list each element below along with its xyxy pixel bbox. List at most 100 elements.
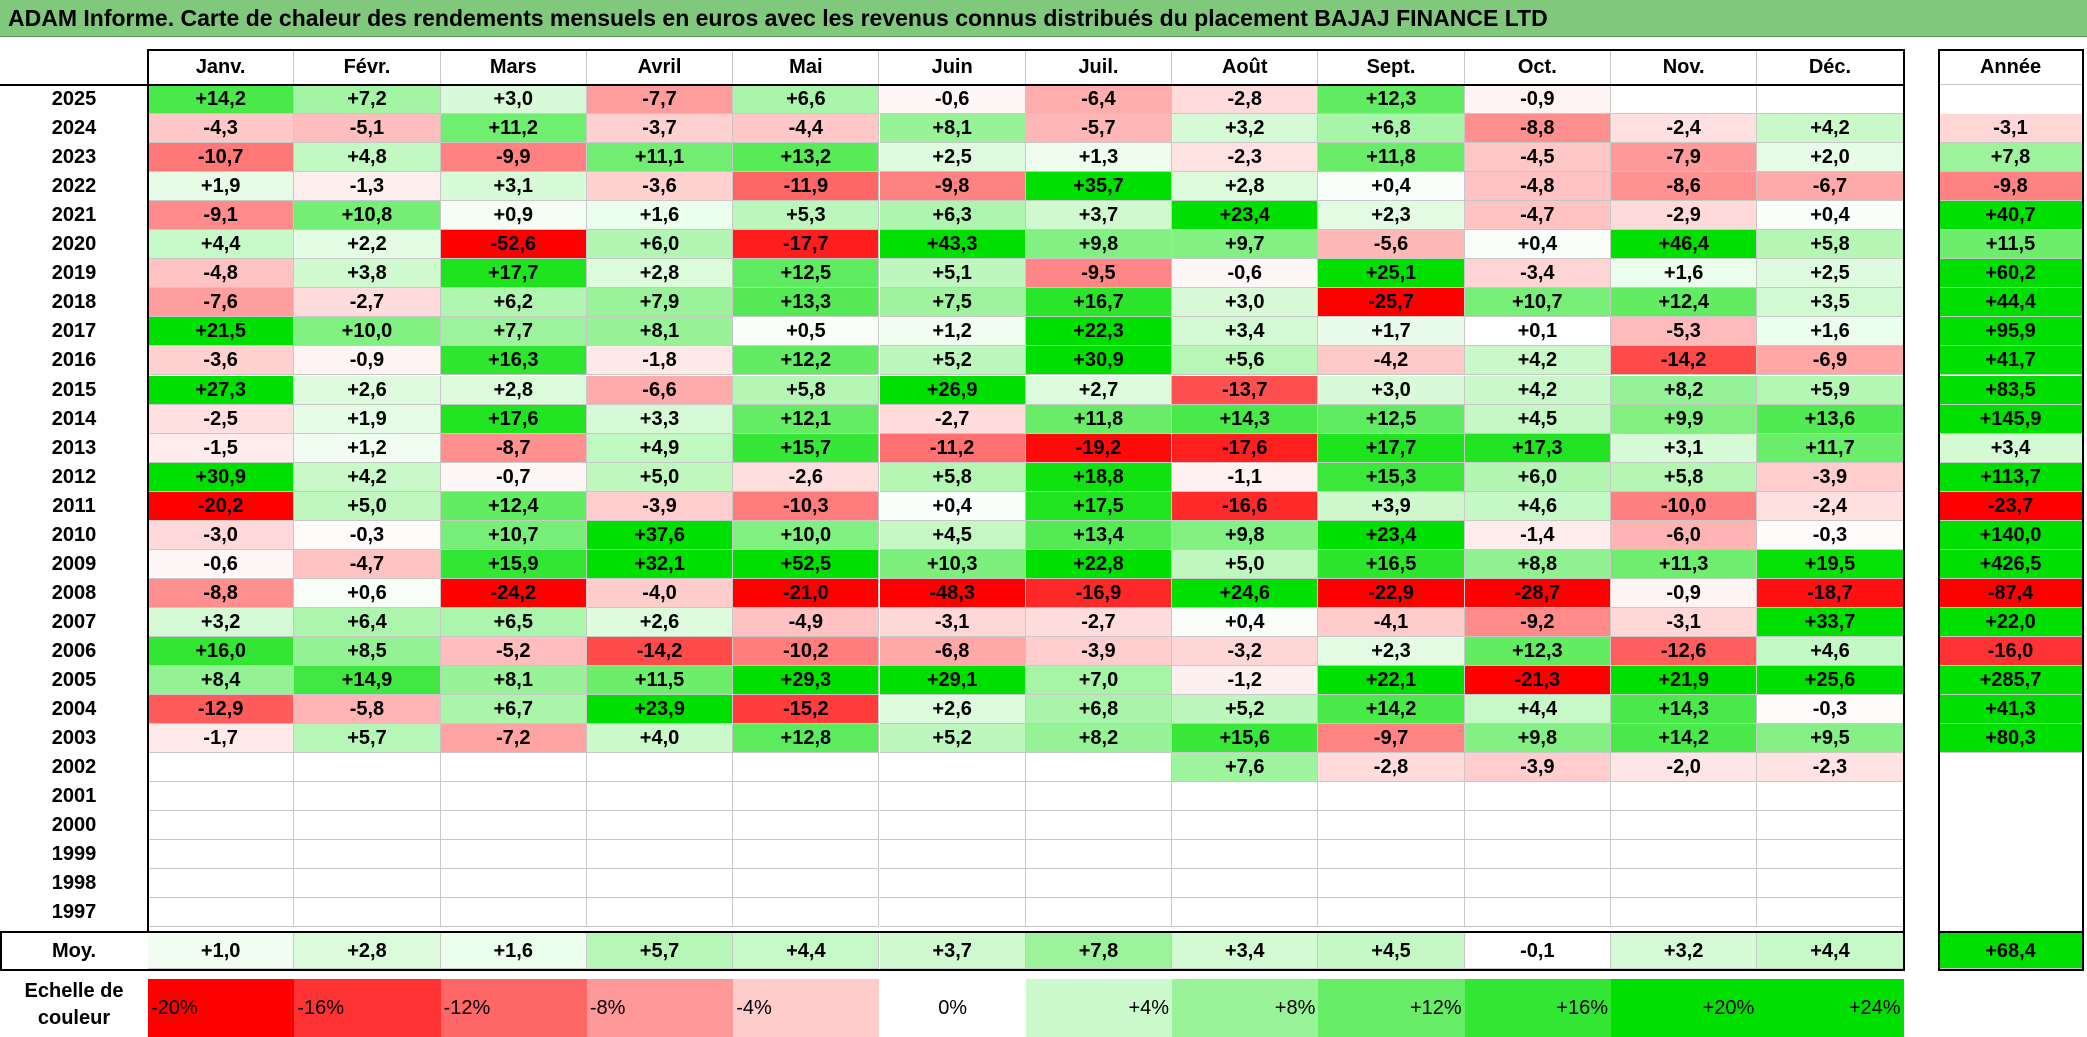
- scale-swatch: +4%: [1025, 979, 1173, 1037]
- heatmap-cell: +4,2: [1464, 375, 1611, 405]
- heatmap-cell: -0,9: [294, 346, 441, 376]
- month-header: Mai: [733, 50, 880, 85]
- year-label: 2016: [51, 349, 97, 372]
- heatmap-cell: +5,3: [733, 201, 880, 231]
- heatmap-cell: -1,4: [1464, 520, 1611, 550]
- heatmap-cell: +1,2: [879, 317, 1026, 347]
- heatmap-cell: +12,3: [1464, 636, 1611, 666]
- year-label: 1999: [51, 843, 97, 866]
- heatmap-cell: -20,2: [148, 491, 295, 521]
- heatmap-cell: +1,6: [1757, 317, 1904, 347]
- heatmap-cell: -1,2: [1172, 666, 1319, 696]
- scale-swatch: +16%: [1464, 979, 1611, 1037]
- year-label: 2012: [51, 465, 97, 488]
- heatmap-cell: +2,8: [1172, 172, 1319, 202]
- heatmap-cell: +19,5: [1757, 549, 1904, 579]
- heatmap-cell: -2,4: [1757, 491, 1904, 521]
- heatmap-cell: +23,4: [1318, 520, 1465, 550]
- average-cell: +3,2: [1611, 933, 1758, 969]
- heatmap-cell: -3,9: [1464, 753, 1611, 783]
- annual-cell: +40,7: [1939, 201, 2083, 231]
- heatmap-cell: -7,6: [148, 288, 295, 318]
- heatmap-cell: -17,6: [1172, 433, 1319, 463]
- heatmap-cell: +11,5: [586, 666, 734, 696]
- heatmap-cell: +4,8: [294, 143, 441, 173]
- month-header: Mars: [440, 50, 587, 85]
- year-label: 2025: [51, 88, 97, 110]
- heatmap-cell: +4,9: [586, 433, 734, 463]
- heatmap-cell: [1025, 869, 1173, 899]
- heatmap-cell: [1757, 85, 1904, 115]
- heatmap-cell: [1025, 782, 1173, 812]
- heatmap-cell: -4,9: [733, 607, 880, 637]
- heatmap-cell: -14,2: [1611, 346, 1758, 376]
- heatmap-cell: +4,2: [1757, 114, 1904, 144]
- heatmap-cell: -5,2: [440, 636, 587, 666]
- annual-cell: +44,4: [1939, 288, 2083, 318]
- annual-cell: [1939, 840, 2083, 870]
- heatmap-cell: +3,2: [1172, 114, 1319, 144]
- heatmap-cell: [879, 782, 1026, 812]
- heatmap-cell: -9,5: [1025, 259, 1173, 289]
- heatmap-cell: [1318, 811, 1465, 841]
- heatmap-cell: +29,1: [879, 666, 1026, 696]
- month-header: Août: [1172, 50, 1319, 85]
- heatmap-cell: -0,3: [1757, 520, 1904, 550]
- heatmap-cell: +4,0: [586, 724, 734, 754]
- heatmap-cell: -14,2: [586, 636, 734, 666]
- heatmap-cell: -6,4: [1025, 85, 1173, 115]
- heatmap-cell: -1,5: [148, 433, 295, 463]
- heatmap-cell: +3,0: [440, 85, 587, 115]
- heatmap-cell: [1318, 782, 1465, 812]
- heatmap-cell: +7,0: [1025, 666, 1173, 696]
- heatmap-cell: +1,6: [1611, 259, 1758, 289]
- heatmap-cell: +17,3: [1464, 433, 1611, 463]
- scale-swatch: +24%: [1757, 979, 1904, 1037]
- heatmap-cell: +6,3: [879, 201, 1026, 231]
- heatmap-cell: [1464, 898, 1611, 928]
- heatmap-cell: -2,7: [879, 404, 1026, 434]
- average-cell: +3,4: [1172, 933, 1319, 969]
- heatmap-cell: +3,2: [148, 607, 295, 637]
- heatmap-cell: -1,3: [294, 172, 441, 202]
- heatmap-cell: -48,3: [879, 578, 1026, 608]
- heatmap-cell: [733, 753, 880, 783]
- heatmap-cell: [294, 869, 441, 899]
- scale-swatch: -20%: [148, 979, 295, 1037]
- heatmap-cell: -6,6: [586, 375, 734, 405]
- heatmap-cell: +18,8: [1025, 462, 1173, 492]
- heatmap-cell: [879, 898, 1026, 928]
- heatmap-cell: [586, 869, 734, 899]
- heatmap-cell: [148, 782, 295, 812]
- heatmap-cell: +37,6: [586, 520, 734, 550]
- average-cell: +5,7: [586, 933, 734, 969]
- heatmap-cell: +2,3: [1318, 636, 1465, 666]
- scale-swatch: +8%: [1172, 979, 1319, 1037]
- month-header: Janv.: [148, 50, 295, 85]
- heatmap-cell: -10,3: [733, 491, 880, 521]
- heatmap-cell: +5,8: [879, 462, 1026, 492]
- heatmap-cell: +17,7: [440, 259, 587, 289]
- heatmap-cell: +11,7: [1757, 433, 1904, 463]
- heatmap-cell: +6,8: [1318, 114, 1465, 144]
- heatmap-cell: -5,7: [1025, 114, 1173, 144]
- heatmap-cell: [879, 811, 1026, 841]
- heatmap-cell: +23,4: [1172, 201, 1319, 231]
- heatmap-cell: [1757, 782, 1904, 812]
- scale-label-line-2: couleur: [37, 1007, 111, 1029]
- heatmap-cell: [1025, 840, 1173, 870]
- annual-cell: -9,8: [1939, 172, 2083, 202]
- heatmap-cell: +12,3: [1318, 85, 1465, 115]
- heatmap-cell: [1172, 898, 1319, 928]
- heatmap-cell: [1025, 811, 1173, 841]
- heatmap-cell: +4,5: [1464, 404, 1611, 434]
- annual-cell: +83,5: [1939, 375, 2083, 405]
- heatmap-cell: +2,6: [879, 695, 1026, 725]
- heatmap-cell: +43,3: [879, 230, 1026, 260]
- heatmap-cell: +12,4: [1611, 288, 1758, 318]
- scale-swatch: +20%: [1611, 979, 1758, 1037]
- heatmap-cell: -5,3: [1611, 317, 1758, 347]
- heatmap-cell: +4,5: [879, 520, 1026, 550]
- heatmap-cell: -4,0: [586, 578, 734, 608]
- heatmap-cell: +52,5: [733, 549, 880, 579]
